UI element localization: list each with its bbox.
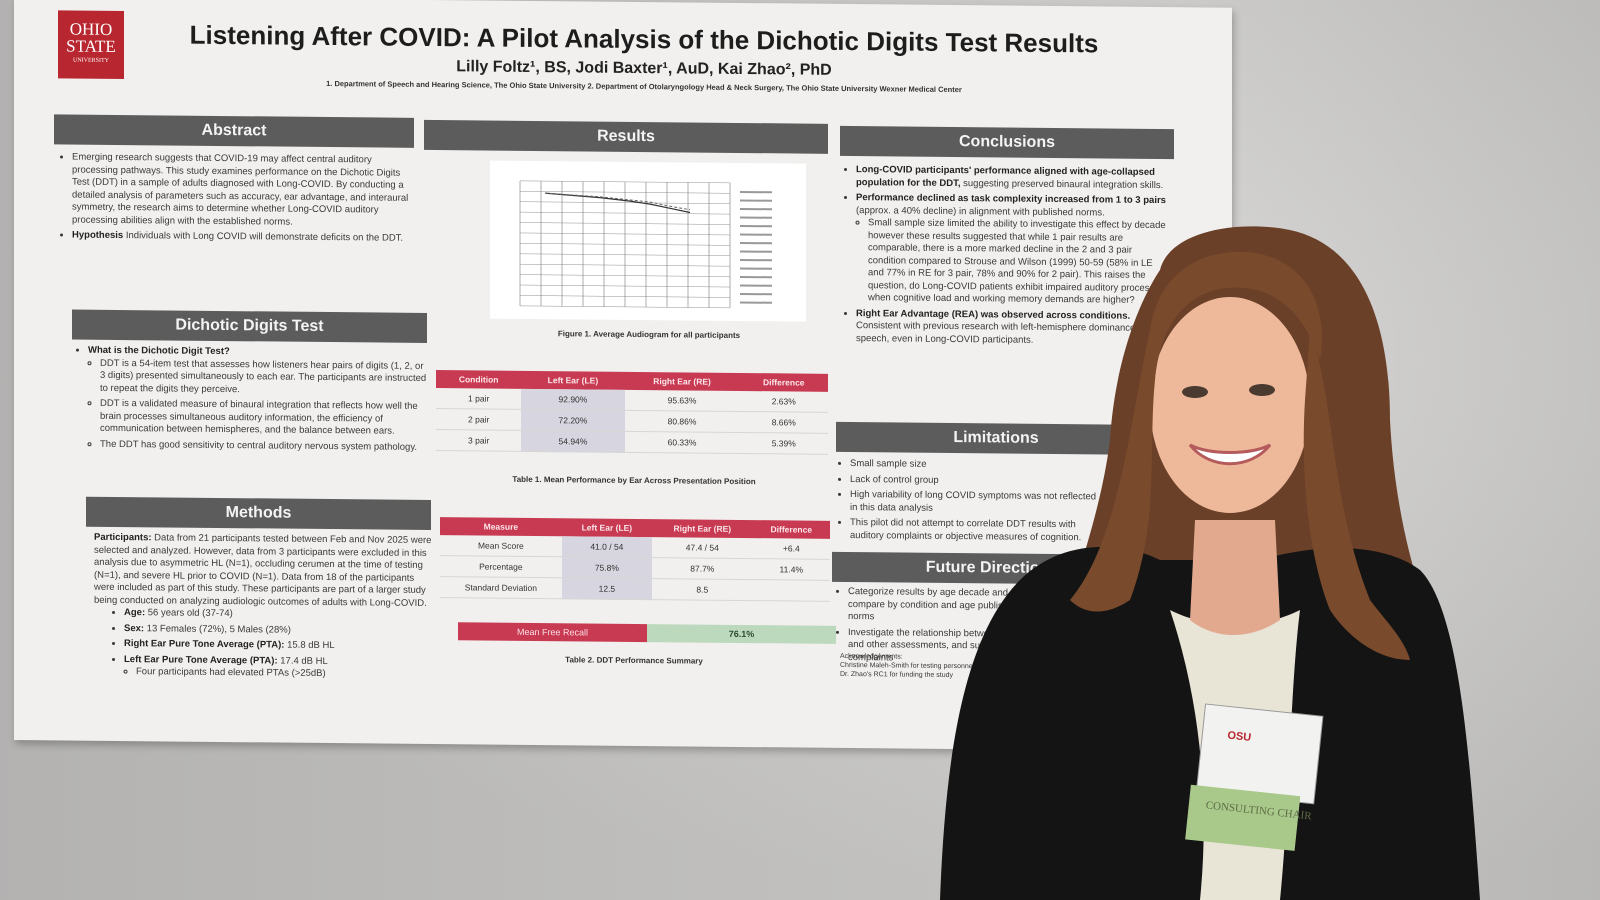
audiogram-figure [490, 160, 806, 322]
audiogram-legend-entry [740, 267, 772, 270]
audiogram-legend-entry [740, 207, 772, 211]
limitations-text: Small sample size Lack of control group … [838, 458, 1098, 547]
audiogram-gridline [520, 274, 730, 277]
table-row: 3 pair 54.94% 60.33% 5.39% [436, 429, 828, 455]
audiogram-gridline [520, 284, 730, 288]
audiogram-legend-entry [740, 233, 772, 236]
audiogram-legend-entry [740, 241, 772, 245]
audiogram-gridline [520, 201, 730, 204]
audiogram-svg [519, 180, 772, 309]
table-ear-performance: Condition Left Ear (LE) Right Ear (RE) D… [436, 370, 828, 455]
ddt-heading: Dichotic Digits Test [72, 309, 427, 343]
audiogram-legend-entry [740, 190, 772, 194]
table-row: Standard Deviation 12.5 8.5 [440, 576, 830, 602]
future-directions-heading: Future Directions [832, 551, 1152, 585]
limitations-heading: Limitations [836, 421, 1156, 455]
audiogram-legend-entry [740, 224, 772, 228]
conclusions-heading: Conclusions [840, 125, 1174, 160]
conclusions-text: Long-COVID participants' performance ali… [844, 164, 1170, 351]
table1-caption: Table 1. Mean Performance by Ear Across … [512, 474, 756, 487]
audiogram-gridline [520, 180, 730, 184]
abstract-text: Emerging research suggests that COVID-19… [60, 151, 412, 248]
abstract-heading: Abstract [54, 114, 414, 148]
table2-caption: Table 2. DDT Performance Summary [565, 655, 703, 666]
table-ddt-summary: Measure Left Ear (LE) Right Ear (RE) Dif… [440, 517, 830, 602]
audiogram-gridline [520, 295, 730, 298]
ohio-state-logo: OHIO STATE UNIVERSITY [58, 10, 124, 80]
audiogram-gridline [520, 243, 730, 246]
audiogram-legend-entry [740, 301, 772, 304]
audiogram-gridline [520, 232, 730, 236]
methods-text: Participants: Data from 21 participants … [94, 532, 432, 685]
audiogram-gridline [520, 253, 730, 256]
audiogram-legend-entry [740, 292, 772, 296]
results-heading: Results [424, 119, 828, 154]
audiogram-legend-entry [740, 216, 772, 219]
mean-free-recall-bar: Mean Free Recall 76.1% [458, 622, 836, 644]
audiogram-gridline [520, 305, 730, 309]
methods-heading: Methods [86, 496, 431, 531]
audiogram-legend-entry [740, 199, 772, 202]
audiogram-legend-entry [740, 284, 772, 287]
research-poster: OHIO STATE UNIVERSITY Listening After CO… [14, 0, 1232, 752]
figure-caption: Figure 1. Average Audiogram for all part… [557, 329, 741, 340]
audiogram-gridline [520, 191, 730, 194]
poster-title: Listening After COVID: A Pilot Analysis … [189, 19, 1099, 59]
audiogram-gridline [520, 211, 730, 215]
ddt-text: What is the Dichotic Digit Test? DDT is … [76, 345, 428, 457]
audiogram-gridline [520, 222, 730, 225]
audiogram-gridline [520, 263, 730, 267]
acknowledgements: Acknowledgements: Christine Maleh-Smith … [840, 652, 975, 680]
audiogram-legend-entry [740, 250, 772, 253]
audiogram-legend-entry [740, 275, 772, 279]
audiogram-legend-entry [740, 258, 772, 262]
